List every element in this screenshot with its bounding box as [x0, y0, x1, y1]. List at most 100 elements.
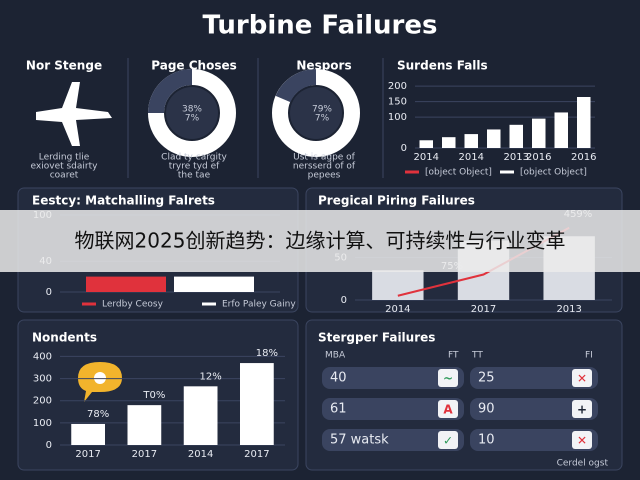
- y-tick-label: 0: [341, 295, 347, 306]
- donut-hole: [166, 87, 218, 139]
- x-tick-label: 2014: [188, 449, 213, 460]
- legend-label: Erfo Paley Gainy: [222, 300, 296, 310]
- y-tick-label: 0: [46, 287, 52, 298]
- donut-hole: [290, 87, 342, 139]
- list-value: 10: [478, 433, 495, 448]
- y-tick-label: 100: [388, 112, 407, 123]
- y-tick-label: 0: [46, 440, 52, 451]
- donut-label: 38%: [182, 105, 202, 115]
- bar: [532, 118, 546, 148]
- chart-title: Eestcy: Matchalling Falrets: [32, 194, 215, 208]
- caption: coaret: [50, 171, 79, 181]
- caption: Ust is agpe of: [293, 153, 356, 163]
- caption: tryre tyd ef: [169, 162, 220, 172]
- list-header: FT: [448, 351, 459, 361]
- bar: [487, 129, 501, 148]
- x-tick-label: 2013: [556, 304, 581, 315]
- bar: [442, 137, 456, 148]
- status-icon: [572, 431, 592, 449]
- legend-label: [object Object]: [520, 168, 587, 178]
- status-icon: [438, 400, 458, 418]
- footer: Cerdel ogst: [557, 459, 609, 469]
- list-header: FI: [585, 351, 593, 361]
- list-pill: [322, 398, 464, 420]
- list-value: 57 watsk: [330, 433, 389, 448]
- caption: Clad ty cargity: [161, 153, 227, 163]
- bubble-dot: [94, 372, 106, 384]
- chart-title: Surdens Falls: [397, 59, 488, 73]
- bar-label: 18%: [256, 348, 278, 359]
- donut-label: 79%: [312, 105, 332, 115]
- bar-label: T0%: [142, 390, 165, 401]
- caption: pepees: [308, 171, 341, 181]
- airplane-icon: [36, 82, 112, 146]
- bar: [419, 140, 433, 148]
- bar: [127, 405, 162, 445]
- panel-heading: Nor Stenge: [26, 59, 102, 73]
- list-pill: [470, 429, 598, 451]
- bar-label: 78%: [87, 409, 109, 420]
- bar: [464, 134, 478, 148]
- y-tick-label: 150: [388, 97, 407, 108]
- x-tick-label: 2014: [385, 304, 410, 315]
- bar-label: 12%: [200, 371, 222, 382]
- y-tick-label: 200: [388, 81, 407, 92]
- y-tick-label: 200: [33, 396, 52, 407]
- bar: [240, 363, 274, 445]
- status-icon: [438, 431, 458, 449]
- list-pill: [322, 367, 464, 389]
- status-glyph: ✓: [443, 434, 453, 448]
- y-tick-label: 400: [33, 351, 52, 362]
- list-header: MBA: [325, 351, 346, 361]
- status-glyph: +: [577, 403, 587, 417]
- list-value: 40: [330, 371, 347, 386]
- banner-text: 物联网2025创新趋势：边缘计算、可持续性与行业变革: [75, 229, 566, 253]
- status-icon: [572, 369, 592, 387]
- list-value: 90: [478, 402, 495, 417]
- status-glyph: A: [443, 403, 453, 417]
- panel-heading: Page Choses: [151, 59, 237, 73]
- list-value: 61: [330, 402, 347, 417]
- list-pill: [322, 429, 464, 451]
- x-tick-label: 2017: [132, 449, 157, 460]
- legend-label: Lerdby Ceosy: [102, 300, 164, 310]
- list-title: Stergper Failures: [318, 331, 435, 345]
- donut-label: 7%: [315, 114, 330, 124]
- caption: exiovet sdairty: [31, 162, 99, 172]
- list-header: TT: [471, 351, 483, 361]
- status-glyph: ~: [443, 372, 453, 386]
- bar: [509, 124, 523, 148]
- status-icon: [572, 400, 592, 418]
- bar: [554, 112, 568, 148]
- donut-label: 7%: [185, 114, 200, 124]
- x-tick-label: 2017: [471, 304, 496, 315]
- panel-heading: Nespors: [296, 59, 351, 73]
- status-glyph: ✕: [577, 372, 587, 386]
- chart-title: Nondents: [32, 331, 97, 345]
- x-tick-label: 2017: [75, 449, 100, 460]
- dividers: [127, 58, 384, 178]
- bar: [577, 97, 591, 148]
- caption: Lerding tlie: [39, 153, 90, 163]
- legend-label: [object Object]: [425, 168, 492, 178]
- bar: [174, 276, 254, 292]
- status-glyph: ✕: [577, 434, 587, 448]
- bar: [183, 386, 218, 445]
- y-tick-label: 100: [33, 418, 52, 429]
- y-tick-label: 0: [401, 143, 407, 154]
- caption: the tae: [178, 171, 211, 181]
- list-pill: [470, 398, 598, 420]
- list-value: 25: [478, 371, 495, 386]
- donut-gap: [275, 69, 317, 103]
- list-pill: [470, 367, 598, 389]
- title: Turbine Failures: [203, 11, 438, 41]
- caption: nersserd of of: [293, 162, 356, 172]
- chart-title: Pregical Piring Failures: [318, 194, 475, 208]
- x-tick-label: 2014: [459, 152, 484, 163]
- x-tick-label: 2013: [504, 152, 529, 163]
- bar: [86, 276, 166, 292]
- status-icon: [438, 369, 458, 387]
- donut-gap: [148, 69, 193, 114]
- x-tick-label: 2016: [571, 152, 596, 163]
